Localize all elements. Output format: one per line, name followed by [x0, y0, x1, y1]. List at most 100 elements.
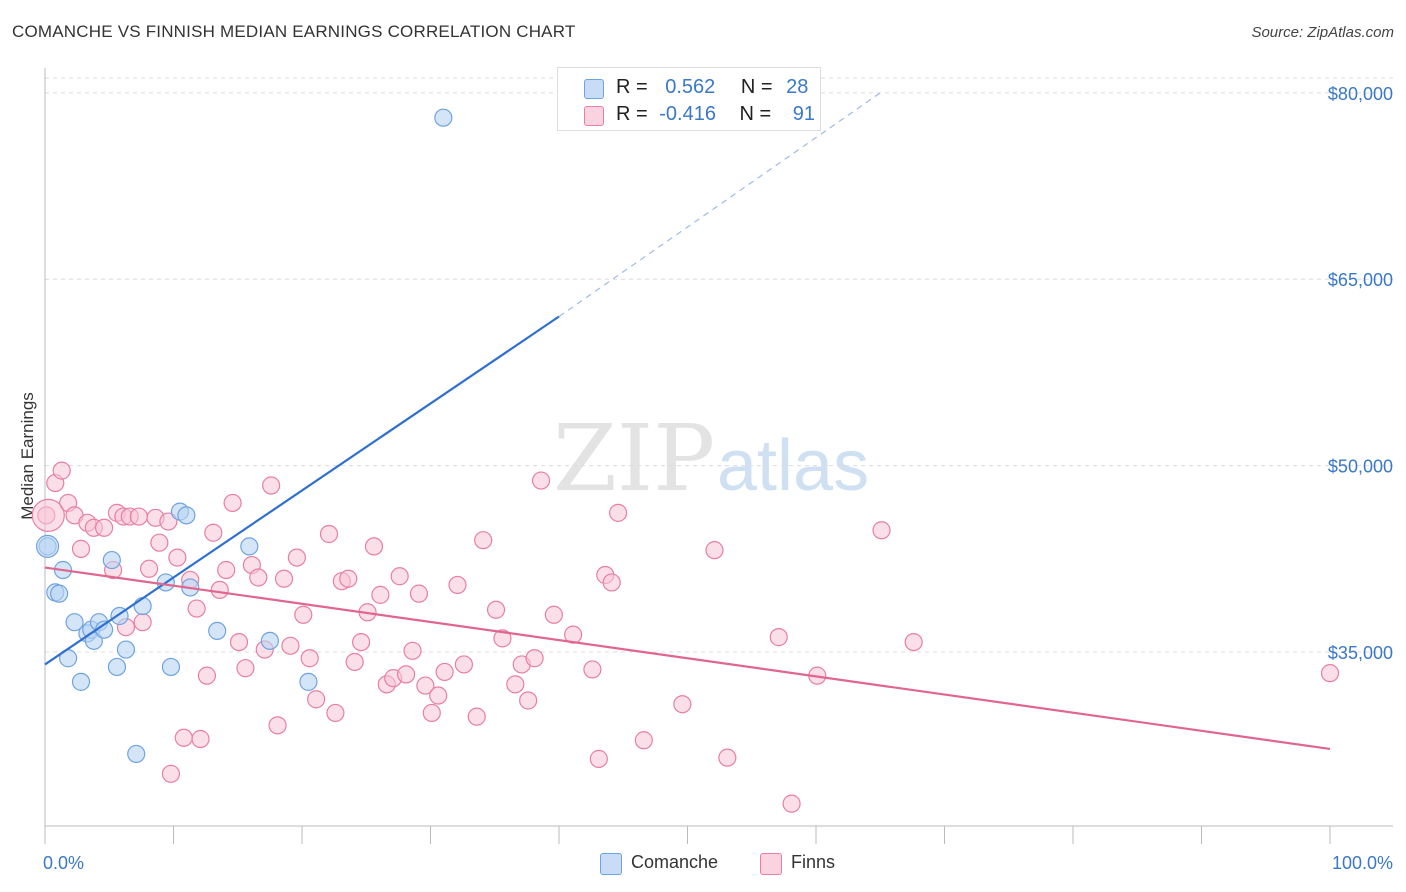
- finns-point: [409, 584, 429, 603]
- comanche-point: [434, 108, 453, 127]
- finns-point: [352, 632, 371, 652]
- bottom-legend-label-comanche: Comanche: [631, 852, 719, 872]
- finns-point: [634, 731, 653, 750]
- legend-n-label-finns: N =: [739, 103, 772, 125]
- comanche-point: [71, 672, 91, 691]
- legend-r-value-comanche: 0.562: [665, 76, 716, 98]
- finns-point: [583, 660, 602, 679]
- comanche-point-large: [35, 534, 60, 559]
- finns-point: [525, 649, 544, 668]
- x-tick-label: 100.0%: [1332, 853, 1393, 873]
- finns-point: [339, 569, 358, 588]
- finns-point: [486, 600, 506, 619]
- comanche-point: [116, 640, 136, 659]
- finns-point: [268, 716, 287, 735]
- comanche-point: [50, 584, 69, 603]
- bottom-legend-label-finns: Finns: [791, 852, 836, 872]
- finns-point: [544, 605, 563, 624]
- finns-point: [422, 703, 441, 723]
- finns-point: [204, 523, 223, 542]
- finns-point: [474, 531, 493, 550]
- finns-point: [872, 521, 891, 540]
- source-label: Source: ZipAtlas.com: [1251, 24, 1394, 41]
- finns-point: [429, 686, 448, 705]
- comanche-swatch: [584, 79, 604, 99]
- finns-point: [71, 539, 91, 558]
- finns-point: [229, 632, 249, 652]
- comanche-point: [299, 672, 318, 691]
- finns-point: [390, 567, 409, 586]
- comanche-point: [65, 613, 84, 632]
- finns-point: [52, 461, 71, 480]
- legend-n-value-comanche: 28: [786, 76, 809, 98]
- comanche-point: [161, 657, 181, 677]
- finns-point: [782, 794, 801, 813]
- finns-point-large: [31, 498, 65, 532]
- finns-point: [673, 695, 692, 714]
- finns-point: [249, 568, 268, 587]
- finns-point: [448, 575, 467, 595]
- legend-r-label-finns: R =: [616, 103, 648, 125]
- finns-point: [467, 707, 486, 726]
- finns-point: [274, 569, 294, 588]
- finns-point: [345, 652, 364, 672]
- finns-point: [326, 703, 345, 723]
- finns-point: [129, 507, 148, 526]
- correlation-legend: R = 0.562 N = 28 R = -0.416 N = 91: [557, 67, 821, 131]
- finns-point: [531, 471, 551, 490]
- comanche-point: [208, 621, 227, 641]
- legend-r-value-finns: -0.416: [659, 103, 716, 125]
- finns-point: [95, 518, 114, 537]
- finns-point: [1320, 664, 1340, 683]
- comanche-point: [102, 550, 121, 570]
- bottom-comanche-swatch: [600, 853, 622, 875]
- finns-point: [416, 676, 435, 695]
- finns-point: [371, 585, 390, 604]
- finns-point: [307, 690, 326, 709]
- finns-point: [718, 748, 737, 767]
- finns-point: [300, 649, 319, 668]
- finns-point: [602, 573, 621, 592]
- legend-n-value-finns: 91: [792, 103, 816, 125]
- finns-point: [769, 628, 788, 647]
- finns-point: [519, 691, 538, 710]
- finns-point: [454, 655, 474, 674]
- finns-point: [287, 548, 306, 567]
- finns-point: [506, 675, 525, 694]
- finns-point: [319, 524, 339, 544]
- comanche-point: [177, 506, 196, 525]
- finns-point: [294, 605, 313, 624]
- comanche-trendline: [44, 315, 560, 666]
- finns-point: [403, 641, 422, 660]
- finns-point: [197, 666, 217, 685]
- x-tick-label: 0.0%: [43, 853, 84, 873]
- legend-r-label-comanche: R =: [616, 76, 648, 98]
- finns-point: [187, 599, 206, 618]
- finns-point: [191, 729, 210, 749]
- finns-point: [281, 636, 300, 655]
- finns-point: [396, 665, 416, 684]
- legend-n-label-comanche: N =: [740, 76, 773, 98]
- finns-point: [210, 580, 229, 600]
- chart-title: COMANCHE VS FINNISH MEDIAN EARNINGS CORR…: [12, 22, 576, 41]
- y-axis-title: Median Earnings: [18, 392, 37, 520]
- comanche-point: [240, 537, 259, 556]
- finns-point: [174, 728, 193, 747]
- finns-point: [150, 533, 169, 552]
- finns-point: [236, 659, 255, 678]
- watermark-zip: ZIP: [553, 405, 715, 512]
- finns-swatch: [584, 106, 604, 126]
- finns-point: [217, 560, 236, 580]
- finns-point: [364, 537, 384, 556]
- finns-point: [139, 559, 159, 578]
- finns-point: [609, 503, 628, 522]
- y-tick-label: $65,000: [1328, 270, 1393, 290]
- finns-point: [161, 764, 181, 783]
- finns-point: [223, 493, 242, 513]
- finns-point: [493, 629, 512, 648]
- finns-point: [168, 548, 187, 567]
- finns-trendline: [44, 566, 1331, 751]
- y-tick-label: $35,000: [1328, 643, 1393, 663]
- comanche-point: [260, 631, 279, 650]
